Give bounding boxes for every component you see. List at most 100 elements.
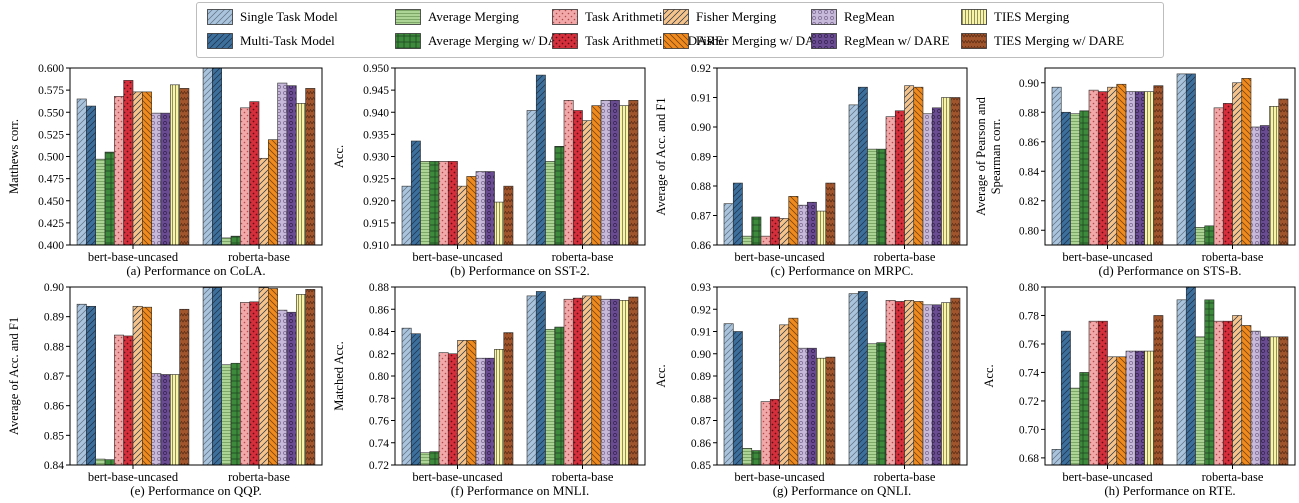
bar-roberta-base-average-merging (545, 328, 556, 466)
y-tick-label: 0.76 (369, 416, 389, 428)
bar-bert-base-uncased-task-arithmetic-w-dare (447, 353, 458, 466)
y-tick-label: 0.930 (363, 152, 389, 164)
bar-roberta-base-fisher-merging-w-dare (913, 301, 924, 466)
bar-roberta-base-fisher-merging-w-dare (913, 86, 924, 246)
legend-label: Average Merging w/ DARE (428, 33, 574, 48)
y-tick-label: 0.575 (38, 85, 64, 97)
bar-bert-base-uncased-single-task-model (1051, 86, 1062, 246)
bar-roberta-base-multi-task-model (857, 291, 868, 466)
bar-roberta-base-fisher-merging-w-dare (591, 295, 602, 466)
bar-roberta-base-task-arithmetic-w-dare (249, 301, 260, 466)
bar-roberta-base-ties-merging-w-dare (950, 97, 961, 246)
y-tick-label: 0.92 (691, 63, 711, 75)
bar-bert-base-uncased-ties-merging-w-dare (825, 182, 836, 246)
bar-roberta-base-fisher-merging (582, 120, 593, 246)
chart-performance-on-rte: 0.68 0.70 0.72 0.74 0.76 0.78 0.80 bert-base-un… (982, 282, 1296, 498)
bar-roberta-base-regmean-w-dare (609, 100, 620, 246)
bar-roberta-base-ties-merging-w-dare (1278, 98, 1289, 246)
y-tick-label: 0.90 (1019, 78, 1039, 90)
bar-roberta-base-average-merging (221, 237, 232, 246)
bar-bert-base-uncased-average-merging-w-dare (429, 451, 440, 466)
bar-bert-base-uncased-average-merging (1070, 113, 1081, 246)
bar-roberta-base-ties-merging (1269, 106, 1280, 246)
y-tick-label: 0.80 (1019, 225, 1039, 237)
bar-bert-base-uncased-regmean (797, 347, 808, 466)
bar-bert-base-uncased-regmean (151, 373, 162, 466)
bar-roberta-base-average-merging (1195, 336, 1206, 466)
bar-bert-base-uncased-ties-merging (1144, 350, 1155, 466)
bar-roberta-base-multi-task-model (212, 67, 223, 246)
bar-roberta-base-regmean (600, 298, 611, 466)
bar-roberta-base-average-merging-w-dare (1204, 299, 1215, 466)
panel-caption: (e) Performance on QQP. (130, 483, 261, 498)
bar-roberta-base-average-merging (867, 343, 878, 466)
legend-item-task-arithmetic: Task Arithmetic (552, 7, 668, 27)
y-tick-label: 0.88 (691, 393, 711, 405)
bar-roberta-base-task-arithmetic (885, 116, 896, 246)
bar-roberta-base-regmean (922, 304, 933, 466)
chart-performance-on-cola: 0.400 0.425 0.450 0.475 0.500 0.525 0.550 0.575… (7, 63, 323, 278)
bar-bert-base-uncased-fisher-merging-w-dare (788, 317, 799, 466)
bar-bert-base-uncased-ties-merging (494, 201, 505, 246)
bar-bert-base-uncased-regmean (1125, 91, 1136, 246)
x-tick-label: bert-base-uncased (734, 250, 825, 264)
bar-bert-base-uncased-fisher-merging (457, 340, 468, 466)
legend-swatch (811, 9, 837, 25)
legend-label: Fisher Merging (696, 9, 777, 24)
legend-label: TIES Merging w/ DARE (994, 33, 1125, 48)
y-tick-label: 0.80 (369, 371, 389, 383)
bar-bert-base-uncased-task-arithmetic-w-dare (1097, 320, 1108, 466)
bar-roberta-base-task-arithmetic (885, 300, 896, 466)
y-tick-label: 0.90 (44, 282, 64, 294)
bar-bert-base-uncased-regmean-w-dare (806, 347, 817, 466)
bar-roberta-base-multi-task-model (1185, 286, 1196, 466)
bar-roberta-base-average-merging (545, 161, 556, 246)
bar-bert-base-uncased-task-arithmetic-w-dare (769, 399, 780, 466)
bar-bert-base-uncased-fisher-merging-w-dare (142, 91, 152, 246)
bar-bert-base-uncased-regmean-w-dare (160, 112, 171, 246)
bar-bert-base-uncased-multi-task-model (732, 331, 743, 466)
y-tick-label: 0.88 (1019, 107, 1039, 119)
bar-bert-base-uncased-multi-task-model (86, 305, 96, 466)
bar-roberta-base-regmean-w-dare (286, 311, 297, 466)
y-tick-label: 0.950 (363, 63, 389, 75)
bar-bert-base-uncased-fisher-merging (132, 91, 143, 246)
legend-item-ties-merging: TIES Merging (961, 7, 1069, 27)
bar-roberta-base-single-task-model (202, 67, 213, 246)
legend-label: RegMean (844, 9, 895, 24)
bar-roberta-base-ties-merging-w-dare (628, 100, 639, 246)
bar-roberta-base-average-merging-w-dare (554, 146, 565, 246)
bar-bert-base-uncased-average-merging-w-dare (104, 151, 115, 246)
panel-caption: (a) Performance on CoLA. (126, 263, 265, 278)
bar-bert-base-uncased-task-arithmetic-w-dare (1097, 91, 1108, 246)
bar-roberta-base-fisher-merging-w-dare (1241, 78, 1252, 246)
x-tick-label: roberta-base (1202, 470, 1264, 484)
bar-roberta-base-fisher-merging (258, 157, 269, 246)
y-tick-label: 0.945 (363, 85, 389, 97)
bar-roberta-base-ties-merging-w-dare (950, 297, 961, 466)
y-tick-label: 0.86 (691, 438, 711, 450)
bar-bert-base-uncased-regmean-w-dare (1134, 350, 1145, 466)
panel-caption: (d) Performance on STS-B. (1099, 263, 1242, 278)
bar-bert-base-uncased-task-arithmetic (760, 401, 771, 466)
bar-roberta-base-multi-task-model (212, 287, 223, 466)
bar-bert-base-uncased-ties-merging-w-dare (503, 332, 514, 466)
bar-bert-base-uncased-average-merging (742, 448, 753, 466)
chart-performance-on-qnli: 0.85 0.86 0.87 0.88 0.89 0.90 0.91 0.92 0.93 bert… (654, 282, 968, 498)
bar-roberta-base-task-arithmetic-w-dare (894, 110, 905, 246)
y-tick-label: 0.68 (1019, 453, 1039, 465)
bar-bert-base-uncased-average-merging (742, 235, 753, 246)
chart-performance-on-qqp: 0.84 0.85 0.86 0.87 0.88 0.89 0.90 bert-base-un… (7, 282, 323, 498)
bar-roberta-base-task-arithmetic-w-dare (572, 110, 583, 246)
bar-bert-base-uncased-multi-task-model (1060, 330, 1071, 466)
bar-bert-base-uncased-single-task-model (76, 303, 87, 466)
bar-bert-base-uncased-fisher-merging (1107, 86, 1118, 246)
x-tick-label: bert-base-uncased (734, 470, 825, 484)
bar-roberta-base-multi-task-model (535, 74, 546, 246)
bar-roberta-base-fisher-merging-w-dare (268, 139, 278, 246)
y-tick-label: 0.82 (369, 349, 389, 361)
y-tick-label: 0.91 (691, 93, 711, 105)
bar-bert-base-uncased-single-task-model (723, 203, 734, 246)
panel-caption: (h) Performance on RTE. (1104, 483, 1235, 498)
bar-roberta-base-average-merging-w-dare (876, 148, 887, 246)
